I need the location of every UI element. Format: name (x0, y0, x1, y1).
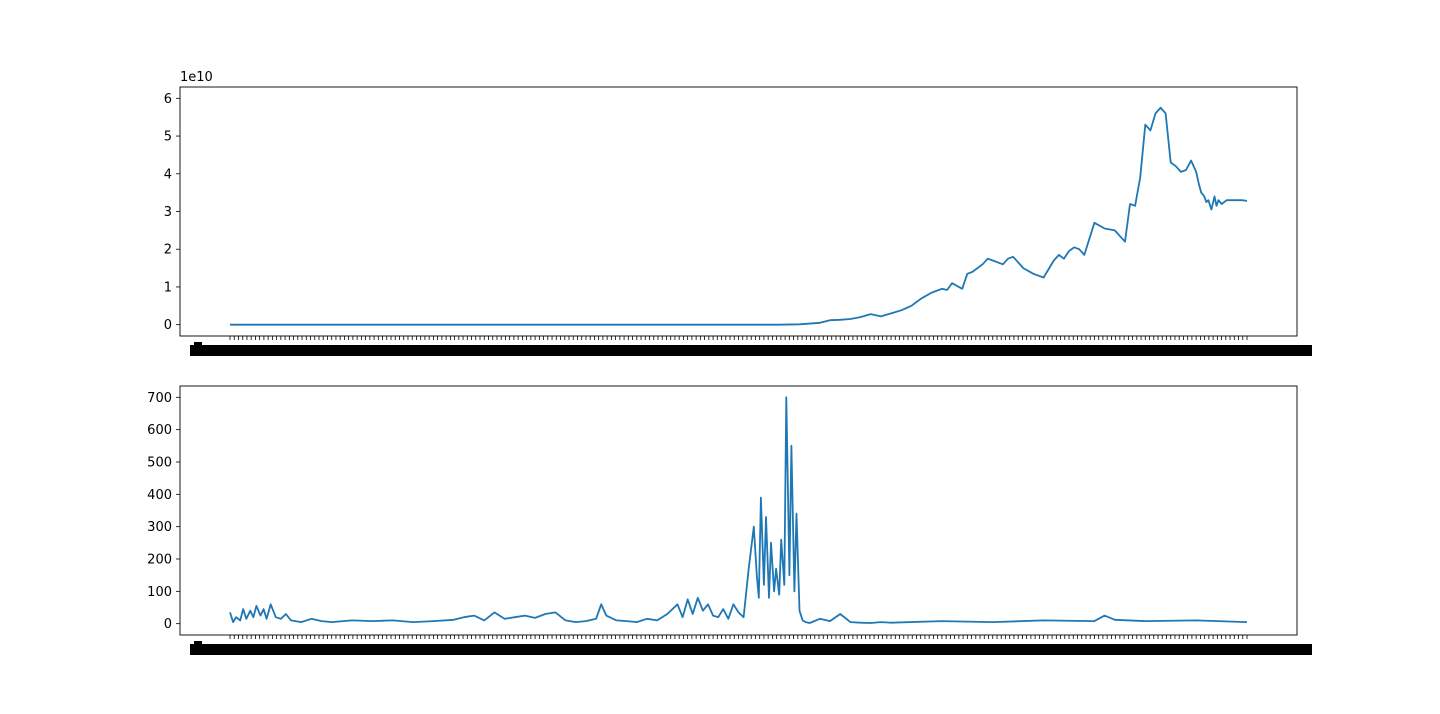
y-tick-label: 3 (164, 205, 172, 220)
x-tick-label-fragment (1295, 647, 1303, 653)
top-line-chart: 0 1 2 3 4 5 6 1e10 (164, 70, 1312, 356)
series-line-1-0 (229, 396, 1248, 624)
y-tick-label: 1 (164, 280, 172, 295)
x-ticks-1 (229, 635, 1248, 639)
x-tick-label-fragment (194, 641, 202, 646)
y-tick-label: 700 (147, 391, 172, 406)
y-tick-label: 500 (147, 455, 172, 470)
x-tick-label-fragment (1295, 348, 1303, 354)
y-tick-label: 400 (147, 488, 172, 503)
y-tick-label: 0 (164, 318, 172, 333)
axes-frame-0 (179, 86, 1298, 337)
x-tick-labels-overlapping (190, 644, 1312, 655)
bottom-line-chart: 0 100 200 300 400 500 600 700 (147, 385, 1312, 655)
y-tick-label: 4 (164, 167, 172, 182)
y-offset-text: 1e10 (180, 70, 213, 85)
y-tick-label: 200 (147, 553, 172, 568)
y-tick-label: 6 (164, 92, 172, 107)
y-tick-label: 5 (164, 130, 172, 145)
y-tick-label: 0 (164, 617, 172, 632)
series-line-0-0 (230, 106, 1248, 326)
y-tick-label: 2 (164, 243, 172, 258)
axes-frame-1 (179, 385, 1298, 636)
x-tick-labels-overlapping (190, 345, 1312, 356)
y-tick-label: 100 (147, 585, 172, 600)
x-tick-label-fragment (194, 342, 202, 347)
y-tick-label: 300 (147, 520, 172, 535)
x-ticks-0 (229, 336, 1248, 340)
y-tick-label: 600 (147, 423, 172, 438)
